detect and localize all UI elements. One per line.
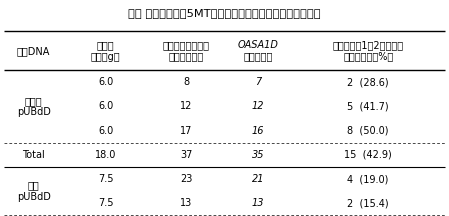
Text: 表１ ウイスカ法と5MT選抜法による形質転換体の作出効率: 表１ ウイスカ法と5MT選抜法による形質転換体の作出効率 bbox=[128, 8, 321, 17]
Text: 6.0: 6.0 bbox=[98, 77, 113, 87]
Text: 37: 37 bbox=[180, 150, 193, 160]
Text: OASA1D
導入個体数: OASA1D 導入個体数 bbox=[238, 40, 279, 62]
Text: シュート形成した
選抜カルス数: シュート形成した 選抜カルス数 bbox=[163, 40, 210, 62]
Text: 6.0: 6.0 bbox=[98, 126, 113, 136]
Text: 13: 13 bbox=[180, 198, 193, 208]
Text: 低コピー（1～2コピー）
導入個体数（%）: 低コピー（1～2コピー） 導入個体数（%） bbox=[333, 40, 404, 62]
Text: 15  (42.9): 15 (42.9) bbox=[344, 150, 392, 160]
Text: 環状
pUBdD: 環状 pUBdD bbox=[17, 180, 51, 202]
Text: 2  (28.6): 2 (28.6) bbox=[348, 77, 389, 87]
Text: 12: 12 bbox=[252, 102, 264, 111]
Text: 7: 7 bbox=[255, 77, 261, 87]
Text: 導入DNA: 導入DNA bbox=[17, 46, 50, 56]
Text: 16: 16 bbox=[252, 126, 264, 136]
Text: 4  (19.0): 4 (19.0) bbox=[348, 174, 389, 184]
Text: 23: 23 bbox=[180, 174, 193, 184]
Text: 直鎖状
pUBdD: 直鎖状 pUBdD bbox=[17, 96, 51, 117]
Text: 8  (50.0): 8 (50.0) bbox=[348, 126, 389, 136]
Text: 5  (41.7): 5 (41.7) bbox=[348, 102, 389, 111]
Text: カルス
重量（g）: カルス 重量（g） bbox=[91, 40, 120, 62]
Text: Total: Total bbox=[22, 150, 45, 160]
Text: 12: 12 bbox=[180, 102, 193, 111]
Text: 18.0: 18.0 bbox=[95, 150, 116, 160]
Text: 7.5: 7.5 bbox=[98, 198, 113, 208]
Text: 35: 35 bbox=[252, 150, 264, 160]
Text: 8: 8 bbox=[183, 77, 189, 87]
Text: 13: 13 bbox=[252, 198, 264, 208]
Text: 6.0: 6.0 bbox=[98, 102, 113, 111]
Text: 7.5: 7.5 bbox=[98, 174, 113, 184]
Text: 2  (15.4): 2 (15.4) bbox=[348, 198, 389, 208]
Text: 21: 21 bbox=[252, 174, 264, 184]
Text: 17: 17 bbox=[180, 126, 193, 136]
